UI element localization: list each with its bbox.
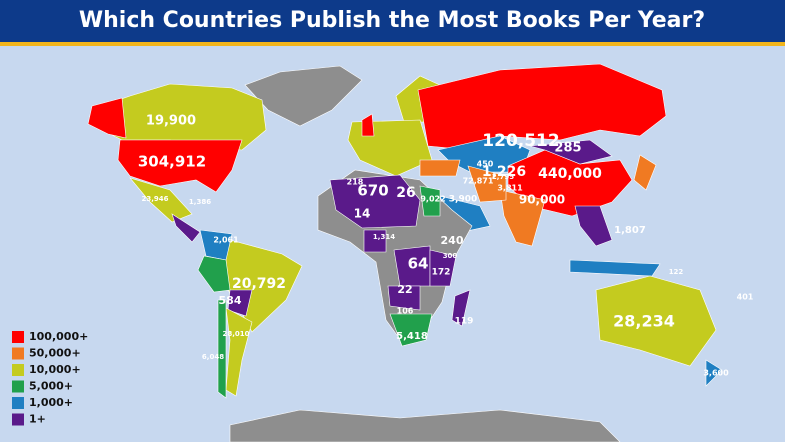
region [129,177,193,223]
value-label: 1,226 [482,164,526,180]
value-label: 1,386 [189,198,211,206]
region [419,185,441,217]
legend-label: 50,000+ [29,347,81,360]
region [87,97,127,139]
region [225,307,253,397]
region [389,313,433,347]
region [499,189,546,247]
value-label: 2,795 [492,173,514,181]
value-label: 1,807 [614,225,646,236]
value-label: 3,811 [497,184,523,193]
legend-swatch [12,347,24,360]
region [467,165,507,203]
value-label: 285 [554,141,581,156]
legend-label: 1+ [29,413,46,426]
value-label: 9,022 [420,195,445,204]
value-label: 23,946 [141,195,168,203]
value-label: 401 [737,293,754,302]
value-label: 120,512 [482,131,559,151]
value-label: 670 [357,182,388,200]
legend-label: 100,000+ [29,330,88,343]
value-label: 440,000 [538,166,602,182]
legend-swatch [12,331,24,343]
value-label: 6,048 [202,353,224,361]
region [529,139,613,165]
value-label: 584 [219,294,242,307]
region [94,83,267,151]
region [329,174,421,229]
value-label: 2,061 [213,236,239,245]
value-label: 300 [443,252,458,260]
region [363,229,387,253]
value-label: 90,000 [519,193,565,207]
value-label: 20,792 [232,276,286,292]
region [171,213,201,243]
value-label: 106 [397,307,414,316]
value-label: 28,010 [222,330,249,338]
value-label: 19,900 [146,114,196,129]
value-label: 26 [396,185,415,201]
region [361,113,375,137]
legend-swatch [12,380,24,393]
region [347,119,433,177]
region [595,275,717,367]
region [387,285,421,311]
region [229,409,621,442]
value-label: 3,600 [703,369,729,378]
region [705,359,723,387]
value-label: 28,234 [613,312,675,331]
value-label: 218 [347,178,364,187]
value-label: 172 [432,268,451,278]
value-label: 122 [669,268,684,276]
labels: 120,512 304,912 19,900 1,226 285 440,000 90,00… [138,114,754,378]
title-band [0,0,785,42]
value-label: 22 [397,283,412,296]
legend-swatch [12,413,24,426]
region [227,289,253,317]
region [217,299,227,399]
legend-label: 10,000+ [29,363,81,376]
region [574,205,613,247]
land [87,63,723,442]
legend-label: 1,000+ [29,396,73,409]
legend-swatch [12,397,24,409]
region [244,65,363,127]
value-label: 240 [441,234,464,247]
value-label: 14 [354,207,371,221]
region [117,139,243,193]
region [569,259,661,277]
title: Which Countries Publish the Most Books P… [79,8,705,33]
region [633,154,657,191]
region [419,159,461,177]
value-label: 119 [455,317,474,327]
value-label: 72,871 [463,177,494,186]
legend-label: 5,000+ [29,380,73,393]
value-label: 5,418 [396,331,428,342]
region [429,249,457,287]
value-label: 450 [477,160,494,169]
value-label: 1,314 [373,233,395,241]
value-label: 304,912 [138,153,206,171]
title-stripe [0,42,785,46]
value-label: 64 [408,255,429,273]
region [199,229,233,261]
legend-swatch [12,364,24,376]
region [197,255,231,293]
legend: 100,000+ 50,000+ 10,000+ 5,000+ 1,000+ 1+ [12,330,88,426]
value-label: 3,900 [449,195,477,205]
region [451,289,471,327]
